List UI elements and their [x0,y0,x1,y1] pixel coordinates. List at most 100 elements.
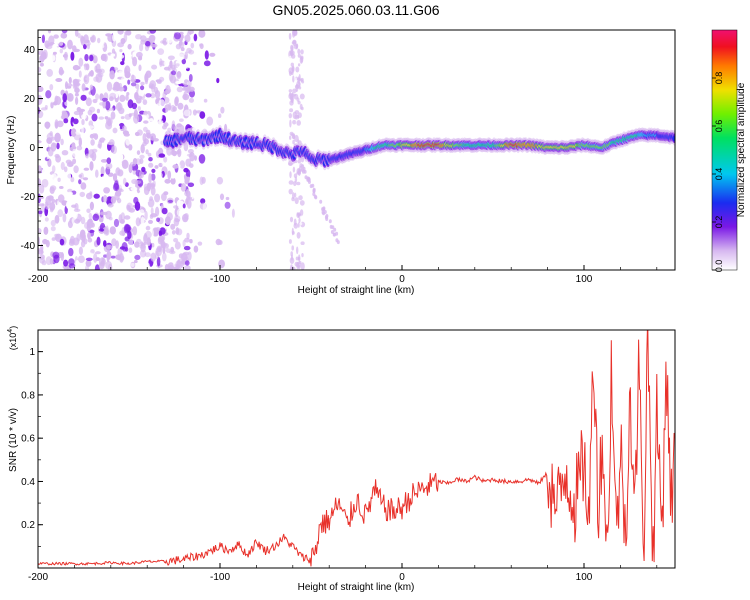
heatmap-cell [162,252,167,262]
heatmap-cell [332,232,336,237]
heatmap-cell [88,120,94,127]
heatmap-cell [154,90,161,99]
heatmap-cell [81,205,87,210]
heatmap-cell [45,195,52,206]
heatmap-cell [191,122,195,126]
heatmap-cell [121,159,129,169]
heatmap-cell [53,66,59,75]
heatmap-cell [50,219,56,227]
heatmap-cell [224,201,231,209]
colorbar-label: Normalized spectral amplitude [736,82,747,217]
heatmap-cell [159,76,165,82]
heatmap-cell [297,63,301,67]
heatmap-cell [186,169,191,178]
heatmap-cell [102,147,107,158]
heatmap-cell [50,97,55,103]
heatmap-cell [98,262,105,270]
heatmap-cell [76,145,83,151]
heatmap-cell [59,41,64,46]
heatmap-cell [165,216,171,226]
heatmap-cell [311,183,315,188]
heatmap-cell [199,111,206,119]
heatmap-cell [292,75,295,83]
heatmap-cell [63,118,69,124]
heatmap-cell [52,251,60,259]
heatmap-cell [144,252,151,258]
heatmap-cell [121,242,128,252]
heatmap-cell [292,139,295,145]
heatmap-cell [68,77,72,84]
heatmap-cell [176,71,182,78]
heatmap-cell [167,262,175,270]
heatmap-cell [163,52,168,60]
heatmap-cell [212,192,217,197]
heatmap-cell [140,85,145,91]
heatmap-cell [68,247,74,257]
heatmap-cell [125,30,132,36]
heatmap-cell [73,48,80,53]
heatmap-cell [289,135,292,140]
heatmap-cell [187,182,195,188]
heatmap-cell [120,116,125,120]
heatmap-cell [140,241,144,247]
heatmap-cell [75,130,81,135]
heatmap-cell [293,173,298,178]
heatmap-cell [159,58,163,68]
heatmap-cell [157,48,165,55]
heatmap-cell [171,230,176,235]
heatmap-cell [297,159,301,164]
heatmap-cell [127,43,132,50]
heatmap-cell [154,250,159,260]
heatmap-cell [44,121,51,129]
heatmap-cell [188,74,193,82]
heatmap-cell [50,101,54,109]
heatmap-cell [96,236,101,246]
heatmap-cell [95,251,101,255]
heatmap-cell [295,43,298,50]
heatmap-cell [93,193,100,199]
heatmap-cell [54,132,61,143]
heatmap-cell [201,176,206,184]
heatmap-cell [117,133,121,141]
heatmap-cell [71,204,77,208]
heatmap-cell [161,193,167,201]
heatmap-cell [177,102,184,110]
heatmap-cell [301,253,304,258]
heatmap-cell [66,93,74,102]
heatmap-cell [142,54,149,63]
heatmap-cell [219,193,225,201]
heatmap-cell [148,183,155,188]
heatmap-cell [41,34,46,44]
snr-scale-close: ) [8,326,18,329]
heatmap-cell [57,194,65,203]
x-tick-label: -100 [210,572,230,583]
heatmap-cell [115,254,120,260]
heatmap-cell [171,70,176,76]
heatmap-cell [189,212,193,217]
heatmap-cell [98,116,105,120]
spectrogram-y-axis-label: Frequency (Hz) [6,116,17,185]
heatmap-cell [231,208,235,218]
heatmap-cell [137,106,141,111]
heatmap-cell [158,65,163,71]
heatmap-cell [53,34,59,39]
heatmap-cell [297,222,300,228]
heatmap-cell [296,181,301,186]
heatmap-cell [111,145,118,155]
heatmap-cell [220,106,225,114]
heatmap-cell [67,191,73,196]
heatmap-cell [140,39,146,45]
heatmap-cell [130,82,137,87]
heatmap-cell [138,64,142,72]
heatmap-cell [88,212,93,220]
heatmap-cell [291,227,294,236]
heatmap-cell [59,48,63,54]
heatmap-cell [67,39,73,50]
heatmap-cell [42,238,48,245]
heatmap-cell [106,81,113,92]
heatmap-cell [186,199,192,209]
heatmap-cell [288,70,292,76]
heatmap-cell [118,70,124,77]
heatmap-cell [182,239,186,248]
